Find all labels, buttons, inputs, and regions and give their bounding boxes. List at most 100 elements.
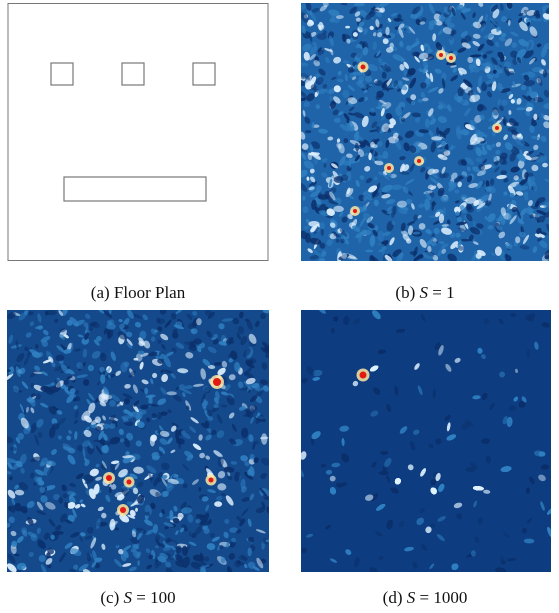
heatmap-speckle <box>488 193 492 203</box>
heatmap-speckle <box>86 526 94 534</box>
heatmap-speckle <box>480 23 486 32</box>
heatmap-speckle <box>114 527 119 531</box>
heatmap-speckle <box>33 481 39 486</box>
heatmap-speckle <box>303 160 314 170</box>
heatmap-speckle <box>251 382 260 389</box>
heatmap-speckle <box>425 72 430 80</box>
heatmap-speckle <box>508 110 512 115</box>
heatmap-speckle <box>377 230 385 242</box>
heatmap-speckle <box>474 536 480 544</box>
heatmap-speckle <box>510 146 520 156</box>
heatmap-speckle <box>365 249 374 253</box>
heatmap-speckle <box>377 140 383 147</box>
heatmap-speckle <box>109 319 115 325</box>
heatmap-speckle <box>62 443 74 451</box>
heatmap-speckle <box>162 490 169 497</box>
heatmap-speckle <box>441 140 444 147</box>
heatmap-speckle <box>119 323 125 329</box>
heatmap-speckle <box>358 26 365 32</box>
heatmap-speckle <box>217 367 226 376</box>
heatmap-speckle <box>82 446 86 459</box>
heatmap-speckle <box>160 369 164 374</box>
heatmap-speckle <box>542 69 548 78</box>
heatmap-speckle <box>375 182 381 194</box>
heatmap-speckle <box>217 543 221 551</box>
heatmap-speckle <box>144 519 153 526</box>
heatmap-speckle <box>256 557 264 569</box>
heatmap-speckle <box>371 493 379 502</box>
heatmap-speckle <box>178 384 186 391</box>
heatmap-speckle <box>400 57 405 63</box>
heatmap-speckle <box>365 177 373 184</box>
heatmap-speckle <box>80 532 86 537</box>
heatmap-speckle <box>95 476 103 481</box>
heatmap-speckle <box>301 148 308 153</box>
heatmap-speckle <box>535 154 548 163</box>
heatmap-speckle <box>460 194 468 201</box>
heatmap-speckle <box>434 68 442 74</box>
heatmap-speckle <box>330 328 336 334</box>
heatmap-speckle <box>526 487 530 494</box>
heatmap-speckle <box>115 545 120 549</box>
hotspot <box>439 53 443 57</box>
heatmap-speckle <box>362 195 368 201</box>
heatmap-speckle <box>452 67 458 73</box>
heatmap-speckle <box>411 6 421 15</box>
heatmap-speckle <box>87 364 95 372</box>
heatmap-speckle <box>91 351 101 359</box>
heatmap-speckle <box>184 341 196 346</box>
heatmap-speckle <box>131 453 141 460</box>
heatmap-speckle <box>503 115 508 123</box>
heatmap-speckle <box>409 77 417 89</box>
heatmap-speckle <box>157 339 162 344</box>
heatmap-speckle <box>496 27 501 33</box>
heatmap-speckle <box>438 88 444 94</box>
heatmap-speckle <box>456 513 463 520</box>
heatmap-speckle <box>84 535 93 540</box>
heatmap-speckle <box>367 223 375 229</box>
heatmap-speckle <box>485 200 492 207</box>
heatmap-speckle <box>125 331 133 338</box>
heatmap-speckle <box>51 362 56 368</box>
heatmap-speckle <box>100 353 105 358</box>
heatmap-speckle <box>145 548 151 554</box>
heatmap-speckle <box>541 211 549 218</box>
heatmap-speckle <box>401 230 409 236</box>
heatmap-speckle <box>532 246 538 254</box>
heatmap-speckle <box>315 76 324 85</box>
heatmap-speckle <box>540 135 547 143</box>
heatmap-speckle <box>148 554 154 560</box>
heatmap-speckle <box>370 365 379 372</box>
heatmap-speckle <box>217 471 226 479</box>
heatmap-speckle <box>511 206 518 213</box>
heatmap-speckle <box>133 466 144 474</box>
heatmap-speckle <box>179 527 185 533</box>
heatmap-speckle <box>198 434 203 441</box>
heatmap-speckle <box>126 432 134 441</box>
heatmap-speckle <box>309 168 315 174</box>
heatmap-speckle <box>381 123 390 133</box>
heatmap-speckle <box>254 320 260 328</box>
heatmap-speckle <box>312 369 323 377</box>
heatmap-speckle <box>31 351 41 358</box>
heatmap-speckle <box>536 43 542 48</box>
heatmap-speckle <box>244 461 250 467</box>
heatmap-speckle <box>184 385 194 390</box>
heatmap-speckle <box>169 510 174 521</box>
hotspot <box>106 475 112 481</box>
heatmap-speckle <box>466 175 473 183</box>
heatmap-speckle <box>399 426 408 434</box>
heatmap-speckle <box>448 183 457 192</box>
heatmap-speckle <box>261 541 266 550</box>
heatmap-speckle <box>513 396 519 402</box>
heatmap-speckle <box>159 552 169 560</box>
heatmap-speckle <box>355 142 359 152</box>
heatmap-speckle <box>543 103 549 109</box>
floor-plan-drawing <box>7 3 269 261</box>
heatmap-speckle <box>329 178 333 188</box>
heatmap-speckle <box>519 177 529 186</box>
heatmap-speckle <box>203 556 210 562</box>
heatmap-speckle <box>184 450 194 458</box>
heatmap-speckle <box>529 156 539 161</box>
heatmap-speckle <box>170 449 176 454</box>
